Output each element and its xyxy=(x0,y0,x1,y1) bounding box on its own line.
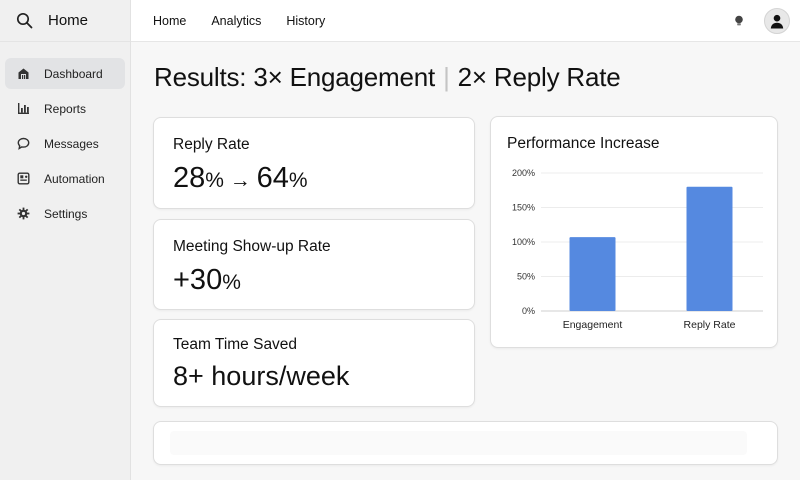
sidebar-item-label: Dashboard xyxy=(44,66,103,81)
sidebar-item-label: Settings xyxy=(44,206,88,221)
arrow-right-icon: → xyxy=(223,169,257,192)
top-actions xyxy=(730,7,790,34)
sidebar-title: Home xyxy=(48,12,89,29)
y-tick-label: 50% xyxy=(517,272,535,282)
stat-label: Reply Rate xyxy=(173,136,250,153)
bar-chart-icon xyxy=(16,102,30,116)
automation-icon xyxy=(16,172,30,186)
stat-label: Meeting Show-up Rate xyxy=(173,238,331,255)
bar-reply-rate xyxy=(686,186,733,311)
sidebar-item-settings[interactable]: Settings xyxy=(5,198,125,229)
stat-value-number: +30 xyxy=(173,264,223,296)
stat-card-reply-rate: Reply Rate 28% → 64% xyxy=(153,117,475,209)
sidebar-item-dashboard[interactable]: Dashboard xyxy=(5,58,125,89)
sidebar-nav: Dashboard Reports Messages Automation Se… xyxy=(0,58,130,229)
y-tick-label: 150% xyxy=(512,203,535,213)
stat-label: Team Time Saved xyxy=(173,336,298,353)
bottom-panel-content xyxy=(170,431,747,455)
title-divider: | xyxy=(443,62,450,92)
stat-value: 8+ hours/week xyxy=(173,361,350,391)
lightbulb-icon[interactable] xyxy=(730,12,748,30)
performance-bar-chart: 0% 50% 100% 150% 200% Engagement Reply Rate xyxy=(512,168,763,331)
sidebar-item-label: Reports xyxy=(44,101,87,116)
top-nav-history[interactable]: History xyxy=(286,13,326,28)
page-title: Results: 3× Engagement | 2× Reply Rate xyxy=(154,62,621,93)
gear-icon xyxy=(16,207,30,221)
page-title-secondary: 2× Reply Rate xyxy=(457,62,621,92)
y-tick-label: 0% xyxy=(522,306,535,316)
y-tick-label: 200% xyxy=(512,168,535,178)
y-tick-label: 100% xyxy=(512,237,535,247)
stat-card-meeting-show-up: Meeting Show-up Rate +30% xyxy=(153,219,475,310)
bottom-panel xyxy=(153,421,778,465)
sidebar-item-reports[interactable]: Reports xyxy=(5,93,125,124)
sidebar-item-messages[interactable]: Messages xyxy=(5,128,125,159)
chat-bubble-icon xyxy=(16,137,30,151)
stat-unit: % xyxy=(205,169,224,192)
top-navbar: Home Analytics History xyxy=(131,0,800,42)
stat-card-time-saved: Team Time Saved 8+ hours/week xyxy=(153,319,475,407)
stat-unit: % xyxy=(288,169,308,192)
sidebar-header: Home xyxy=(0,0,130,42)
stat-value: +30% xyxy=(173,264,241,297)
performance-chart-card: Performance Increase 0% 50% 100% 150% 200% En… xyxy=(490,116,778,348)
dashboard-icon xyxy=(16,67,30,81)
user-avatar-icon[interactable] xyxy=(764,7,790,34)
top-nav-analytics[interactable]: Analytics xyxy=(211,13,262,28)
top-nav-home[interactable]: Home xyxy=(153,13,187,28)
sidebar: Home Dashboard Reports Messages Automati… xyxy=(0,0,131,480)
x-tick-label: Reply Rate xyxy=(684,319,736,331)
stat-value-after: 64 xyxy=(256,162,289,194)
sidebar-item-label: Automation xyxy=(44,171,105,186)
sidebar-item-automation[interactable]: Automation xyxy=(5,163,125,194)
x-tick-label: Engagement xyxy=(563,319,623,331)
search-icon[interactable] xyxy=(16,12,33,29)
page-title-primary: Results: 3× Engagement xyxy=(154,62,436,92)
chart-title: Performance Increase xyxy=(507,135,660,152)
stat-value: 28% → 64% xyxy=(173,162,308,195)
stat-unit: % xyxy=(222,271,241,294)
top-nav-links: Home Analytics History xyxy=(153,14,350,28)
bar-engagement xyxy=(569,237,616,311)
stat-value-before: 28 xyxy=(173,162,206,194)
sidebar-item-label: Messages xyxy=(44,136,99,151)
